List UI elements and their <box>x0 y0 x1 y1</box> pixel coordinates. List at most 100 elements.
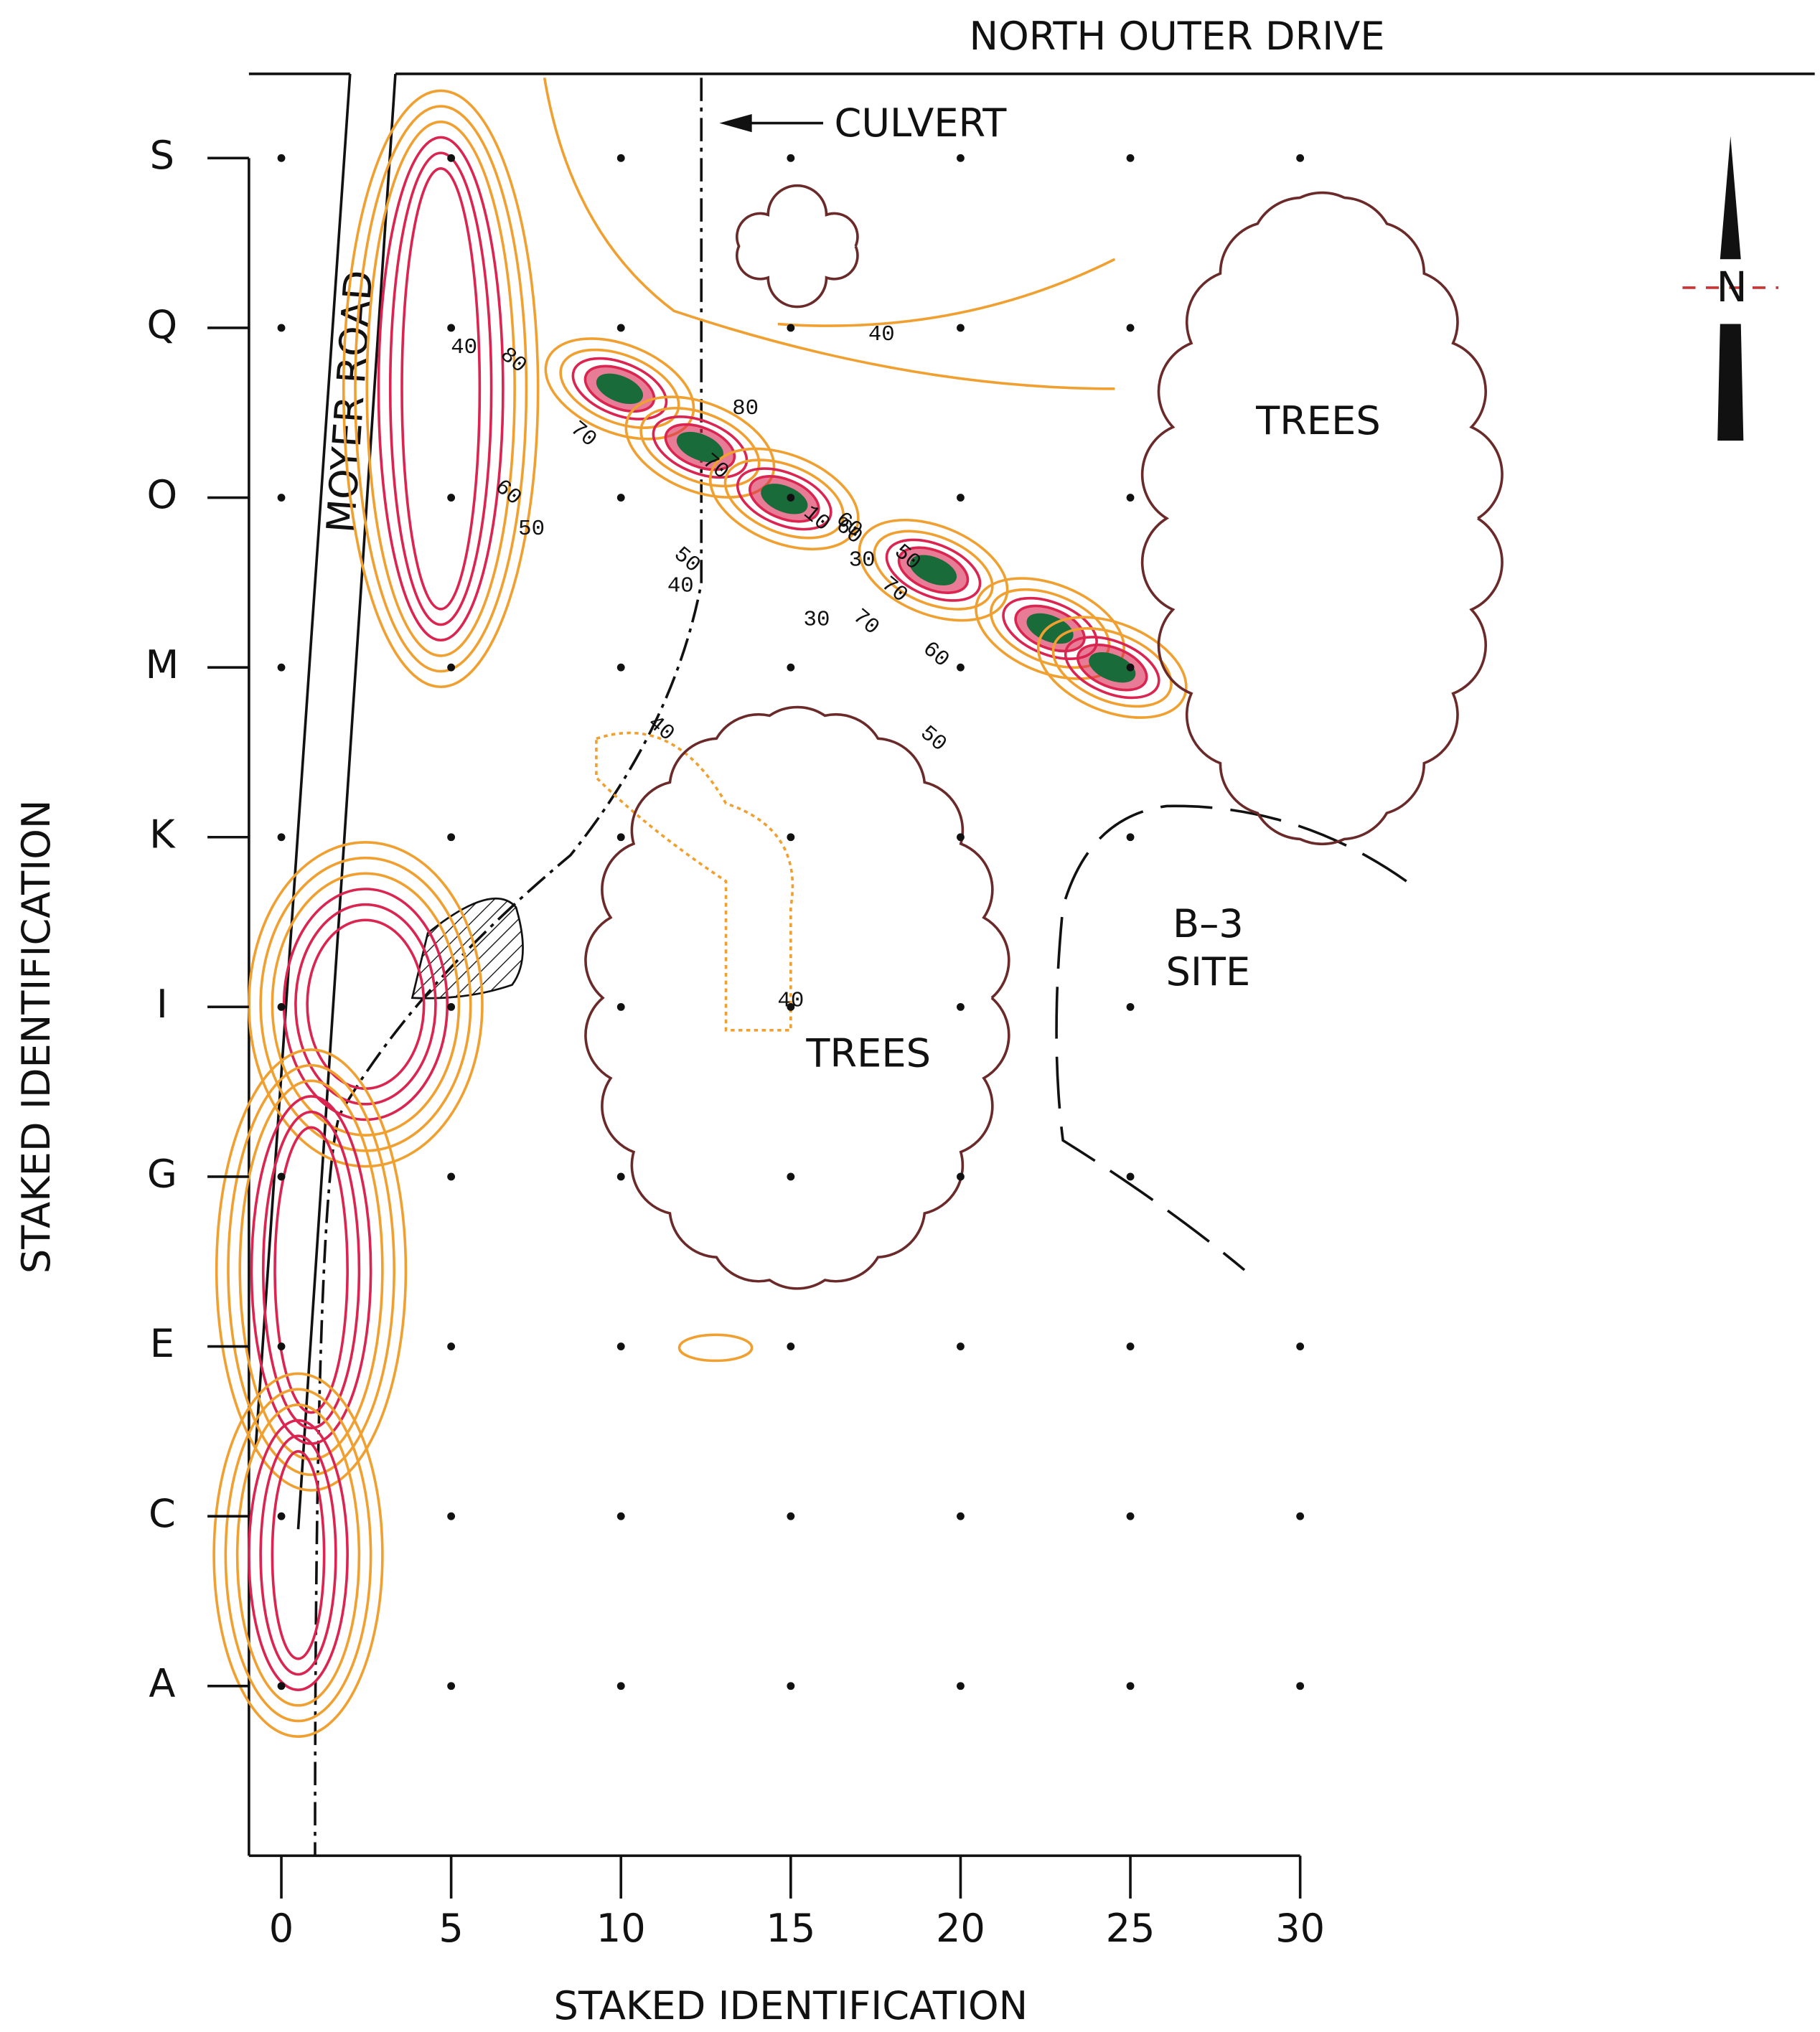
y-tick-label: K <box>149 812 176 857</box>
stake <box>447 1342 456 1350</box>
contour-label: 50 <box>915 721 952 757</box>
contour-label: 30 <box>849 547 876 573</box>
stake <box>1126 663 1135 672</box>
x-tick-label: 10 <box>596 1906 646 1951</box>
stake <box>957 154 965 162</box>
stake <box>1126 154 1135 162</box>
road-label: NORTH OUTER DRIVE <box>970 14 1385 59</box>
contour <box>388 151 493 626</box>
stake <box>616 1172 625 1181</box>
contour <box>227 1063 395 1477</box>
contour-label: 40 <box>868 322 895 347</box>
contour <box>235 1403 361 1707</box>
stake <box>1126 1512 1135 1520</box>
contour <box>1064 636 1160 700</box>
contour-group <box>708 447 860 551</box>
tree-line <box>584 705 1010 1290</box>
area-label: B–3 <box>1173 901 1244 946</box>
stake <box>277 663 286 672</box>
stake <box>447 324 456 332</box>
contour <box>677 1333 754 1363</box>
stake <box>277 1342 286 1350</box>
stake <box>616 1002 625 1011</box>
contour <box>238 1079 384 1461</box>
contour <box>377 136 505 642</box>
stake <box>447 1682 456 1690</box>
x-tick-label: 20 <box>936 1906 985 1951</box>
stake <box>787 1682 795 1690</box>
stake <box>447 1002 456 1011</box>
stake <box>1296 154 1305 162</box>
contour <box>1089 652 1136 683</box>
contour <box>708 447 860 551</box>
contour-label: 40 <box>667 573 694 598</box>
arrow-head <box>719 113 752 133</box>
contour-label: 30 <box>804 607 830 632</box>
y-tick-label: M <box>145 642 179 687</box>
stake <box>277 1172 286 1181</box>
contour <box>248 1419 349 1691</box>
y-tick-label: S <box>150 133 174 178</box>
contour <box>1036 616 1188 719</box>
stake <box>277 833 286 842</box>
contour <box>400 166 482 611</box>
stake <box>277 1682 286 1690</box>
contour <box>858 518 1009 622</box>
x-tick-label: 25 <box>1106 1906 1155 1951</box>
stake <box>957 1682 965 1690</box>
stake <box>957 324 965 332</box>
contour <box>571 357 668 420</box>
stake <box>957 1342 965 1350</box>
culvert-label: CULVERT <box>835 100 1008 146</box>
contour <box>215 1048 408 1492</box>
stake <box>616 833 625 842</box>
y-tick-label: Q <box>147 303 178 348</box>
contour <box>596 373 643 405</box>
stake <box>957 1172 965 1181</box>
contour <box>723 458 845 540</box>
contour <box>736 467 832 531</box>
north-label: N <box>1716 263 1747 311</box>
contour <box>273 1126 349 1414</box>
stake <box>616 663 625 672</box>
stake <box>277 154 286 162</box>
stake <box>277 494 286 502</box>
stake <box>616 154 625 162</box>
x-tick-label: 5 <box>438 1906 463 1951</box>
stake <box>957 833 965 842</box>
y-tick-label: I <box>156 982 168 1027</box>
contour <box>873 530 994 611</box>
stake <box>447 833 456 842</box>
stake <box>1126 1172 1135 1181</box>
y-tick-label: G <box>147 1152 177 1197</box>
stake <box>787 1172 795 1181</box>
contour <box>212 1372 384 1739</box>
stake <box>1296 1342 1305 1350</box>
stake <box>277 324 286 332</box>
contour <box>543 77 1116 390</box>
contour <box>1051 627 1173 708</box>
stake <box>957 494 965 502</box>
contour <box>306 918 426 1090</box>
contour <box>639 406 761 488</box>
culvert-line <box>314 77 703 1856</box>
contour <box>559 348 680 429</box>
x-tick-label: 0 <box>269 1906 294 1951</box>
contour-label: 50 <box>669 542 705 578</box>
stake <box>787 494 795 502</box>
stake <box>787 1002 795 1011</box>
contour-label: 40 <box>642 710 679 746</box>
stake <box>787 833 795 842</box>
contour <box>248 841 484 1168</box>
stake <box>616 1342 625 1350</box>
y-tick-label: E <box>150 1321 174 1366</box>
contour <box>652 415 749 479</box>
y-tick-label: O <box>147 472 178 517</box>
stake <box>787 324 795 332</box>
stake <box>1126 833 1135 842</box>
stake <box>277 1512 286 1520</box>
contour <box>595 731 794 1032</box>
contour <box>261 1110 361 1430</box>
stake <box>787 663 795 672</box>
